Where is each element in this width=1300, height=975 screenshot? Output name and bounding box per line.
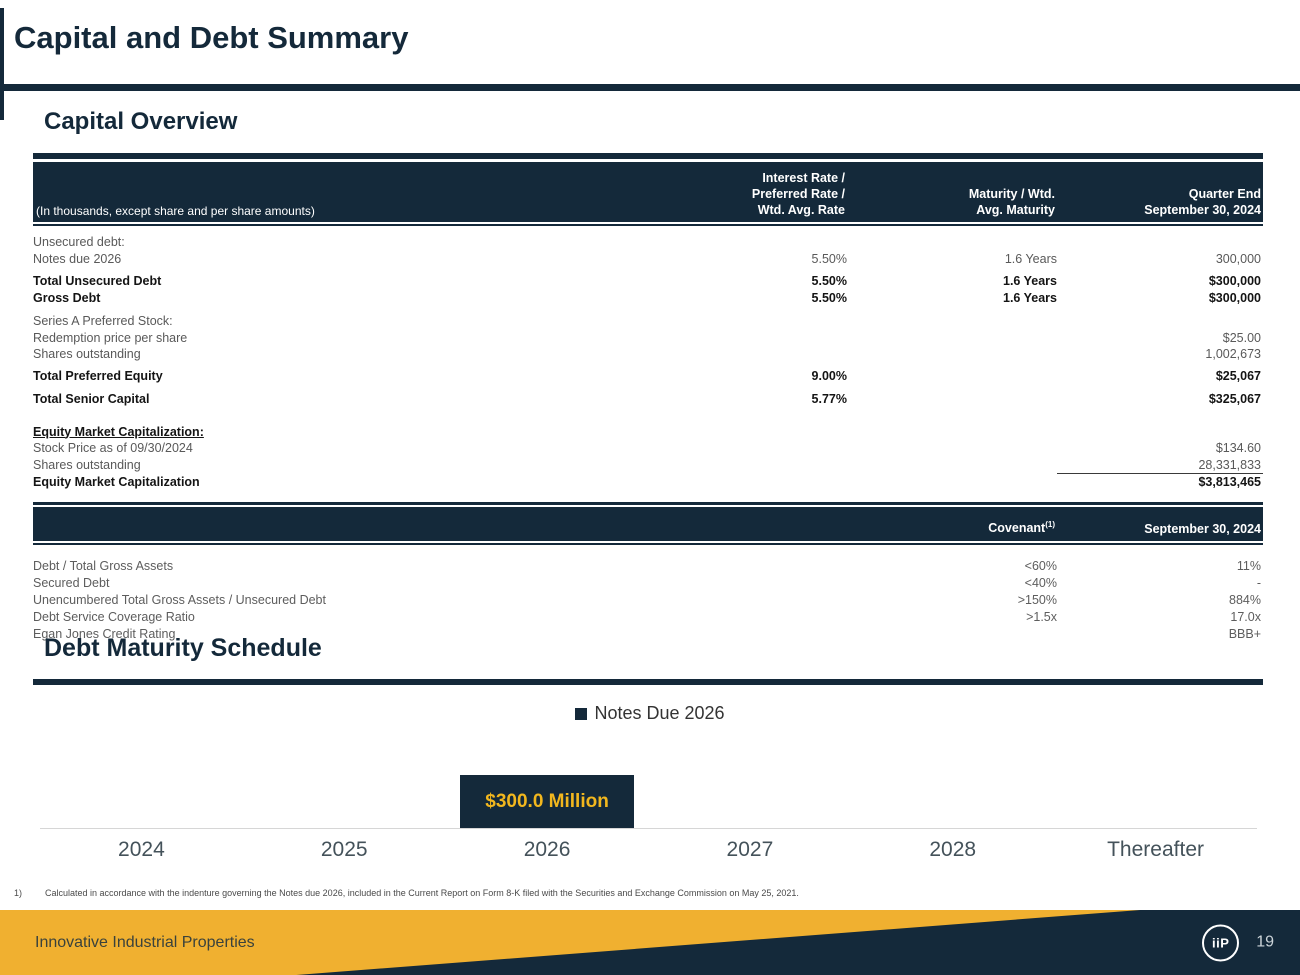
legend-label: Notes Due 2026 [594, 703, 725, 723]
table-row-total-senior-capital: Total Senior Capital 5.77% $325,067 [33, 392, 1261, 406]
covenant-header-band: Covenant(1) September 30, 2024 [33, 506, 1263, 541]
x-tick-2026: 2026 [523, 838, 571, 861]
table-row-unsecured-debt: Unsecured debt: [33, 235, 125, 249]
legend-swatch-icon [575, 707, 588, 720]
title-divider [0, 84, 1300, 91]
debt-maturity-divider [33, 679, 1263, 685]
chart-x-axis: 2024 2025 2026 2027 2028 Thereafter [40, 838, 1257, 862]
table-row-total-unsecured-debt: Total Unsecured Debt 5.50% 1.6 Years $30… [33, 274, 1261, 288]
table-row-stock-price: Stock Price as of 09/30/2024 $134.60 [33, 441, 1261, 455]
x-tick-2027: 2027 [726, 838, 774, 861]
header-band-bottom-rule [33, 224, 1263, 226]
covenant-row-egan-jones: Egan Jones Credit Rating BBB+ [33, 626, 1261, 641]
iip-logo-icon: iiP [1202, 924, 1240, 961]
covenant-row-debt-to-assets: Debt / Total Gross Assets <60% 11% [33, 558, 1261, 573]
table-row-notes-due-2026: Notes due 2026 5.50% 1.6 Years 300,000 [33, 251, 1261, 266]
column-header-quarter-end: Quarter End September 30, 2024 [1144, 187, 1261, 217]
covenant-band-bottom-rule [33, 542, 1263, 545]
table-row-series-a-preferred: Series A Preferred Stock: [33, 314, 173, 328]
capital-table-body: Unsecured debt: Notes due 2026 5.50% 1.6… [33, 226, 1263, 491]
column-header-covenant-date: September 30, 2024 [1144, 521, 1261, 536]
left-edge-accent [0, 8, 4, 120]
covenant-footnote-ref: (1) [1045, 520, 1055, 530]
page-title: Capital and Debt Summary [14, 20, 409, 55]
column-header-maturity: Maturity / Wtd. Avg. Maturity [968, 187, 1055, 217]
company-name: Innovative Industrial Properties [35, 933, 255, 951]
x-tick-2024: 2024 [118, 838, 165, 861]
covenant-row-unencumbered-assets: Unencumbered Total Gross Assets / Unsecu… [33, 592, 1261, 607]
footnote-text: Calculated in accordance with the indent… [45, 888, 799, 898]
debt-maturity-chart: $300.0 Million [40, 720, 1257, 829]
footnote-marker: 1) [14, 888, 23, 898]
capital-table-header-band: (In thousands, except share and per shar… [33, 162, 1263, 222]
footer: Innovative Industrial Properties iiP 19 [0, 910, 1300, 975]
table-row-equity-market-cap-header: Equity Market Capitalization: [33, 424, 204, 439]
table-row-total-preferred-equity: Total Preferred Equity 9.00% $25,067 [33, 368, 1261, 383]
column-header-covenant: Covenant(1) [988, 520, 1055, 536]
x-tick-thereafter: Thereafter [1107, 838, 1204, 861]
debt-maturity-heading: Debt Maturity Schedule [44, 634, 322, 662]
capital-overview-heading: Capital Overview [44, 108, 238, 135]
covenant-row-dscr: Debt Service Coverage Ratio >1.5x 17.0x [33, 609, 1261, 624]
table-units-note: (In thousands, except share and per shar… [36, 204, 315, 218]
table-top-rule [33, 153, 1263, 159]
table-row-equity-market-cap-total: Equity Market Capitalization $3,813,465 [33, 475, 1261, 489]
bar-value-label: $300.0 Million [485, 790, 609, 812]
table-row-gross-debt: Gross Debt 5.50% 1.6 Years $300,000 [33, 290, 1261, 305]
covenant-table-body: Debt / Total Gross Assets <60% 11% Secur… [33, 545, 1263, 643]
column-header-rate: Interest Rate / Preferred Rate / Wtd. Av… [751, 171, 845, 217]
covenant-band-top-rule [33, 501, 1263, 505]
table-row-preferred-shares-outstanding: Shares outstanding 1,002,673 [33, 347, 1261, 361]
page-number: 19 [1256, 933, 1274, 951]
table-row-redemption-price: Redemption price per share $25.00 [33, 330, 1261, 345]
footnote: 1) Calculated in accordance with the ind… [14, 888, 1114, 898]
chart-legend: Notes Due 2026 [0, 703, 1300, 724]
covenant-row-secured-debt: Secured Debt <40% - [33, 575, 1261, 590]
table-row-common-shares-outstanding: Shares outstanding 28,331,833 [33, 457, 1263, 474]
capital-overview-table: (In thousands, except share and per shar… [33, 153, 1263, 643]
bar-notes-due-2026: $300.0 Million [460, 775, 635, 828]
x-tick-2025: 2025 [320, 838, 368, 861]
x-tick-2028: 2028 [929, 838, 977, 861]
